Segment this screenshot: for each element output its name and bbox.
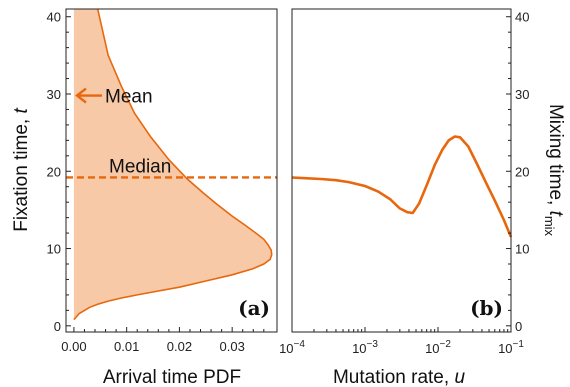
- x-tick-label: 10−2: [425, 339, 451, 356]
- y-tick-label: 10: [515, 242, 529, 257]
- panel-a-x-ticks: 0.00 0.01 0.02 0.03: [61, 327, 265, 354]
- panel-a-y-axis-label: Fixation time, t: [11, 108, 32, 232]
- x-tick-label: 0.00: [61, 339, 86, 354]
- y-tick-label: 30: [47, 87, 61, 102]
- y-tick-label: 40: [47, 10, 61, 25]
- y-tick-label: 20: [515, 164, 529, 179]
- panel-b: 10−4 10−3 10−2 10−1 0 10 20 30 40 (b) Mutation …: [279, 8, 566, 387]
- x-tick-label: 10−3: [352, 339, 378, 356]
- panel-b-x-axis-label-main: Mutation rate,: [333, 367, 454, 387]
- x-tick-label: 0.01: [114, 339, 139, 354]
- panel-b-x-ticks: 10−4 10−3 10−2 10−1: [279, 327, 524, 356]
- y-tick-label: 40: [515, 10, 529, 25]
- panel-b-frame: [291, 8, 512, 333]
- panel-b-label: (b): [470, 296, 503, 320]
- y-tick-label: 10: [47, 242, 61, 257]
- x-tick-label: 10−4: [279, 339, 305, 356]
- x-tick-label: 0.03: [220, 339, 245, 354]
- mixing-time-line: [291, 135, 513, 238]
- panel-a-x-axis-label: Arrival time PDF: [103, 367, 241, 387]
- mean-arrow-icon: [75, 87, 102, 104]
- panel-b-y-axis-label-main: Mixing time,: [545, 104, 566, 211]
- panel-b-x-axis-label-var: u: [454, 367, 465, 387]
- y-tick-label: 0: [515, 319, 522, 334]
- x-tick-label: 10−1: [498, 339, 524, 356]
- panel-a-label: (a): [238, 296, 270, 320]
- panel-a-y-axis-label-var: t: [11, 108, 32, 114]
- mean-label: Mean: [105, 87, 153, 108]
- panel-b-y-axis-label-var: t: [545, 211, 566, 217]
- panel-b-y-ticks: 0 10 20 30 40: [506, 10, 529, 334]
- pdf-curve-line: [73, 8, 273, 321]
- panel-a-y-axis-label-main: Fixation time,: [11, 114, 32, 232]
- panel-b-y-axis-label-sub: mix: [542, 216, 557, 237]
- y-tick-label: 0: [54, 319, 61, 334]
- y-tick-label: 20: [47, 164, 61, 179]
- x-tick-label: 0.02: [167, 339, 192, 354]
- panel-b-y-axis-label: Mixing time, tmix: [542, 104, 566, 237]
- y-tick-label: 30: [515, 87, 529, 102]
- panel-a-frame: [65, 8, 278, 333]
- panel-a-y-ticks: 0 10 20 30 40: [47, 10, 71, 334]
- panel-a: Mean Median 0.00 0.01 0.02 0.03 0 10 20 30 40 (…: [11, 8, 278, 387]
- panel-b-x-axis-label: Mutation rate, u: [333, 367, 465, 387]
- median-label: Median: [109, 156, 171, 177]
